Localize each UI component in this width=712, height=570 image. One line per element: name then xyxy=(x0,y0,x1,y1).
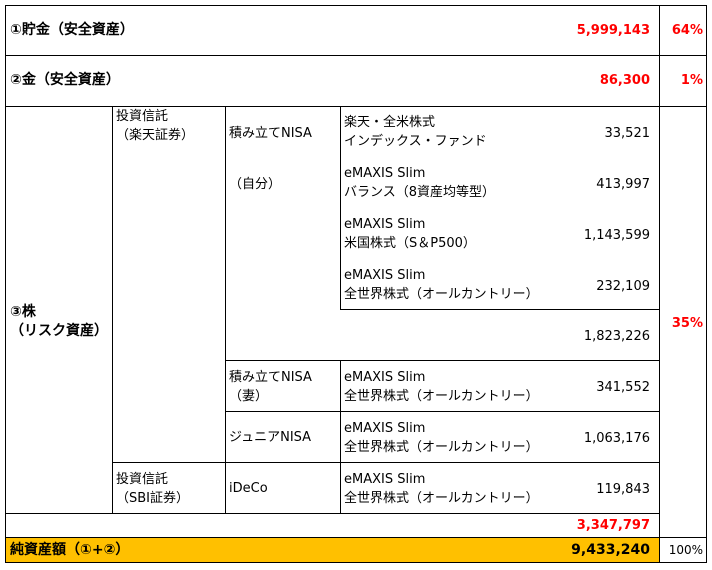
nisa-self-label: 積み立てNISA xyxy=(229,126,312,141)
fund-detail: 全世界株式（オールカントリー） xyxy=(344,491,539,506)
net-assets-percent: 100% xyxy=(668,543,703,557)
fund-detail: 全世界株式（オールカントリー） xyxy=(344,440,539,455)
fund-name: eMAXIS Slim xyxy=(344,421,426,436)
fund-detail: バランス（8資産均等型） xyxy=(344,185,496,200)
fund-name: 楽天・全米株式 xyxy=(344,115,436,130)
gold-amount: 86,300 xyxy=(599,73,650,88)
fund-detail: 全世界株式（オールカントリー） xyxy=(344,287,539,302)
nisa-wife-sublabel: （妻） xyxy=(229,389,269,404)
nisa-self-subtotal: 1,823,226 xyxy=(583,329,650,344)
fund-amount: 33,521 xyxy=(604,126,651,141)
junior-nisa-label: ジュニアNISA xyxy=(229,430,312,445)
sbi-broker-label: 投資信託 xyxy=(116,472,169,487)
savings-label: ①貯金（安全資産） xyxy=(10,22,134,38)
gold-label: ②金（安全資産） xyxy=(10,72,120,88)
net-assets-amount: 9,433,240 xyxy=(571,542,650,558)
rakuten-broker-sublabel: （楽天証券） xyxy=(116,128,195,143)
stocks-label: ③株 xyxy=(10,304,36,320)
fund-name: eMAXIS Slim xyxy=(344,472,426,487)
savings-amount: 5,999,143 xyxy=(576,23,650,38)
rakuten-broker-label: 投資信託 xyxy=(116,109,169,124)
stocks-total: 3,347,797 xyxy=(576,518,650,533)
net-assets-label: 純資産額（①+②） xyxy=(10,542,130,558)
fund-name: eMAXIS Slim xyxy=(344,370,426,385)
fund-amount: 1,063,176 xyxy=(583,431,650,446)
stocks-percent: 35% xyxy=(671,316,703,331)
fund-amount: 413,997 xyxy=(596,177,650,192)
fund-detail: インデックス・ファンド xyxy=(344,134,487,149)
gold-percent: 1% xyxy=(680,73,703,88)
fund-amount: 232,109 xyxy=(596,279,650,294)
sbi-broker-sublabel: （SBI証券） xyxy=(116,491,190,506)
fund-detail: 米国株式（S＆P500） xyxy=(344,236,476,251)
stocks-sublabel: （リスク資産） xyxy=(10,323,108,339)
fund-amount: 341,552 xyxy=(596,380,650,395)
nisa-wife-label: 積み立てNISA xyxy=(229,370,312,385)
fund-amount: 1,143,599 xyxy=(583,228,650,243)
fund-amount: 119,843 xyxy=(596,482,650,497)
fund-name: eMAXIS Slim xyxy=(344,217,426,232)
fund-name: eMAXIS Slim xyxy=(344,268,426,283)
fund-detail: 全世界株式（オールカントリー） xyxy=(344,389,539,404)
savings-percent: 64% xyxy=(671,23,703,38)
ideco-label: iDeCo xyxy=(229,481,268,496)
net-assets-highlight xyxy=(5,537,660,562)
nisa-self-sublabel: （自分） xyxy=(229,177,282,192)
fund-name: eMAXIS Slim xyxy=(344,166,426,181)
